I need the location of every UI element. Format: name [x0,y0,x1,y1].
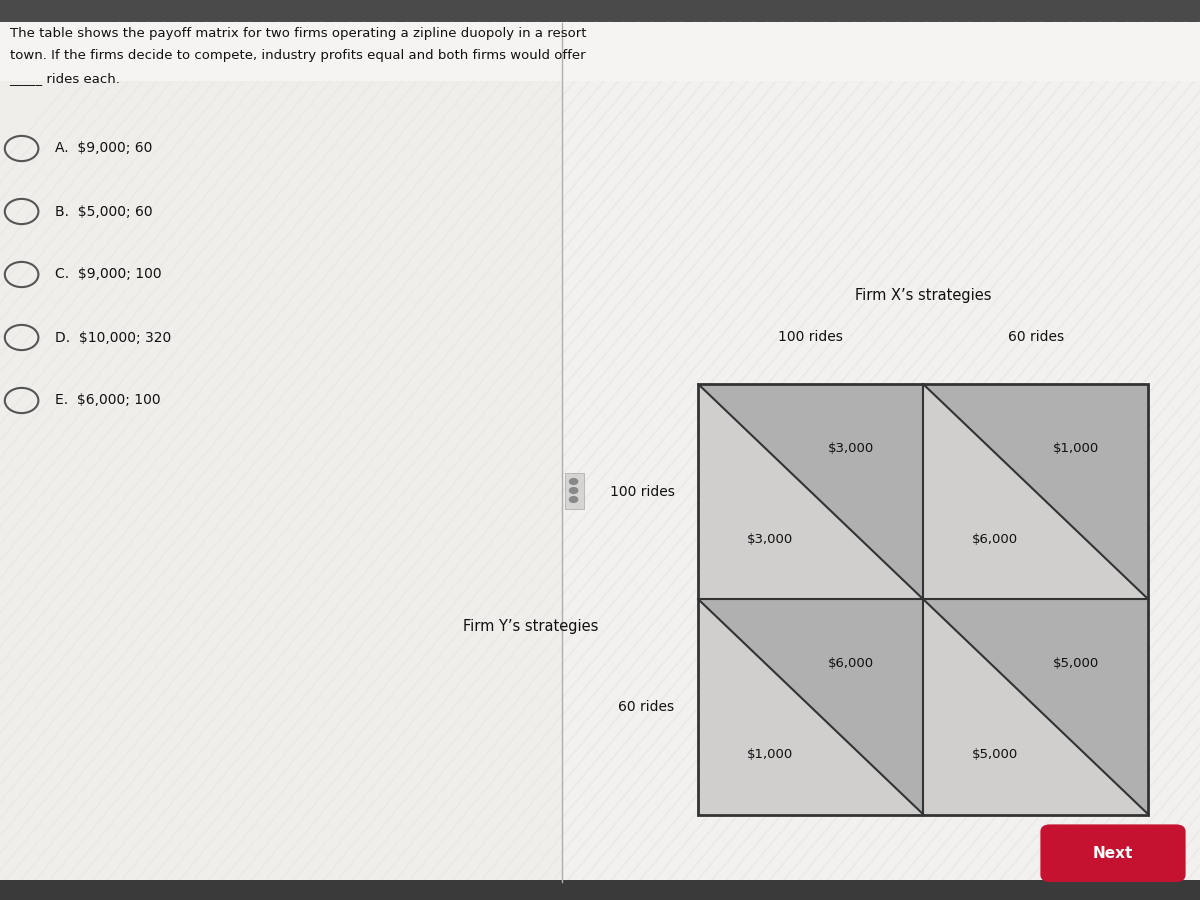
Circle shape [569,478,578,485]
Text: A.  $9,000; 60: A. $9,000; 60 [55,141,152,156]
Text: C.  $9,000; 100: C. $9,000; 100 [55,267,162,282]
Polygon shape [698,599,924,814]
Bar [0,22,1200,81]
Polygon shape [698,384,924,599]
Text: 60 rides: 60 rides [1008,329,1064,344]
Polygon shape [698,384,924,599]
Text: town. If the firms decide to compete, industry profits equal and both firms woul: town. If the firms decide to compete, in… [10,50,586,62]
Polygon shape [924,599,1148,814]
Text: B.  $5,000; 60: B. $5,000; 60 [55,204,152,219]
Text: 100 rides: 100 rides [610,485,674,499]
Polygon shape [924,384,1148,599]
Text: The table shows the payoff matrix for two firms operating a zipline duopoly in a: The table shows the payoff matrix for tw… [10,27,586,40]
Text: D.  $10,000; 320: D. $10,000; 320 [55,330,172,345]
Bar [0,880,1200,900]
Circle shape [569,487,578,494]
Polygon shape [924,384,1148,599]
Circle shape [569,496,578,503]
Text: $3,000: $3,000 [748,533,793,545]
Text: $5,000: $5,000 [972,748,1019,760]
Polygon shape [698,599,924,814]
Text: $1,000: $1,000 [1054,442,1099,455]
Text: Firm Y’s strategies: Firm Y’s strategies [463,619,598,634]
Text: $6,000: $6,000 [972,533,1019,545]
Text: Firm X’s strategies: Firm X’s strategies [856,288,991,303]
Text: 60 rides: 60 rides [618,700,674,714]
Text: E.  $6,000; 100: E. $6,000; 100 [55,393,161,408]
Polygon shape [924,599,1148,814]
Bar [0,22,562,882]
Text: $5,000: $5,000 [1054,657,1099,670]
Text: _____ rides each.: _____ rides each. [10,72,120,85]
Bar [565,472,584,508]
Text: $3,000: $3,000 [828,442,875,455]
Bar [698,384,1148,814]
Text: $6,000: $6,000 [828,657,875,670]
Text: $1,000: $1,000 [748,748,793,760]
Text: Next: Next [1093,846,1133,860]
FancyBboxPatch shape [1040,824,1186,882]
Text: 100 rides: 100 rides [779,329,844,344]
